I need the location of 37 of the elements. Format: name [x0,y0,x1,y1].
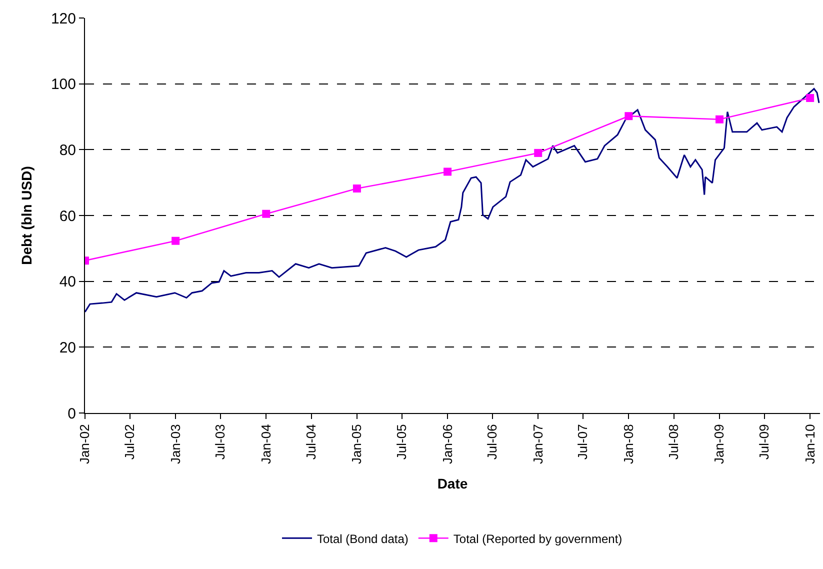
x-tick-label: Jan-08 [620,424,636,464]
point [806,94,814,102]
x-tick-label: Jan-04 [258,424,274,464]
line-series [85,88,820,313]
x-tick-label: Jul-04 [304,424,319,460]
y-tick-label: 80 [59,142,76,159]
x-tick-label: Jan-03 [168,424,183,464]
y-tick-label: 40 [59,274,76,291]
x-tick-label: Jan-07 [530,424,546,464]
x-tick-label: Jul-05 [394,424,410,460]
point [534,148,542,157]
point [444,168,452,176]
x-tick-label: Jan-05 [349,424,364,464]
y-tick-label: 120 [50,10,76,28]
y-tick-label: 0 [68,405,76,422]
x-tick-label: Jul-03 [212,424,228,460]
x-tick-label: Jul-02 [122,424,138,460]
point [352,184,361,193]
legend-label: Total (Bond data) [317,532,408,546]
x-tick-label: Jul-08 [666,424,682,460]
point [624,112,633,120]
x-axis-title: Date [437,475,468,492]
x-tick-label: Jan-06 [440,424,455,464]
y-tick-label: 100 [50,76,76,94]
x-tick-label: Jul-07 [575,424,590,460]
point [716,115,724,124]
point [262,210,270,218]
legend-label: Total (Reported by government) [453,532,622,546]
y-axis-title: Debt (bln USD) [18,166,35,265]
x-tick-label: Jul-09 [756,424,772,460]
x-tick-label: Jul-06 [484,424,500,460]
x-tick-label: Jan-09 [712,424,727,464]
x-tick-label: Jan-02 [77,424,92,464]
x-tick-label: Jan-10 [802,424,818,464]
y-tick-label: 60 [59,208,76,225]
y-tick-label: 20 [59,339,76,356]
point [172,236,180,245]
